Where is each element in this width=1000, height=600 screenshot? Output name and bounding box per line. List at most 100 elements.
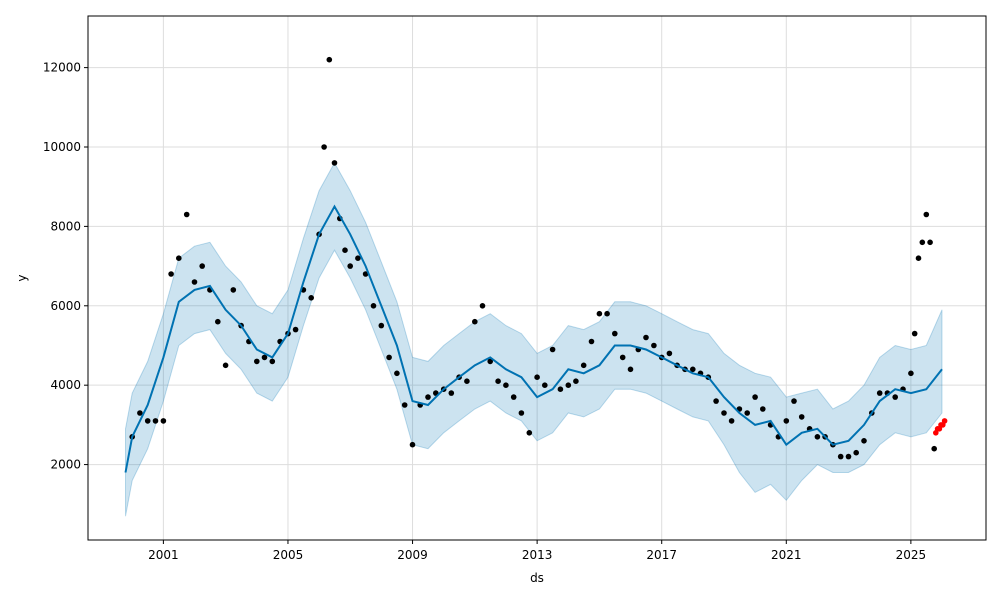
- x-tick-label: 2013: [522, 548, 553, 562]
- observed-point: [542, 382, 548, 389]
- y-axis-label: y: [15, 274, 29, 281]
- observed-point: [152, 418, 159, 424]
- observed-point: [752, 394, 758, 400]
- observed-point: [744, 410, 750, 416]
- observed-point: [394, 370, 400, 377]
- observed-point: [487, 358, 494, 365]
- observed-point: [308, 295, 315, 301]
- observed-point: [892, 394, 898, 400]
- observed-point: [331, 160, 338, 166]
- observed-point: [183, 211, 190, 218]
- observed-point: [845, 453, 852, 460]
- y-tick-label: 4000: [50, 378, 81, 392]
- observed-point: [199, 263, 205, 269]
- observed-point: [425, 394, 431, 400]
- forecast-line: [124, 204, 943, 473]
- uncertainty-band: [125, 161, 943, 517]
- x-tick-label: 2009: [397, 548, 428, 562]
- observed-point: [876, 390, 883, 396]
- grid-lines: [88, 16, 986, 540]
- observed-point: [861, 438, 867, 444]
- observed-point: [612, 330, 618, 337]
- observed-point: [503, 382, 509, 389]
- observed-point: [814, 434, 821, 440]
- observed-point: [619, 354, 626, 361]
- observed-point: [160, 418, 167, 424]
- observed-point: [230, 287, 237, 293]
- observed-point: [168, 271, 174, 277]
- observed-point: [853, 449, 859, 456]
- observed-point: [573, 378, 579, 385]
- x-tick-label: 2025: [896, 548, 927, 562]
- observed-point: [604, 310, 610, 317]
- observed-point: [347, 263, 354, 269]
- observed-point: [721, 410, 727, 416]
- x-tick-label: 2017: [646, 548, 677, 562]
- observed-point: [798, 414, 805, 420]
- observed-point: [651, 342, 657, 349]
- y-tick-label: 10000: [43, 140, 81, 154]
- observed-point: [479, 303, 486, 309]
- forecast-path: [124, 204, 943, 473]
- observed-point: [355, 255, 361, 261]
- observed-point: [261, 354, 268, 361]
- observed-point: [518, 410, 525, 416]
- observed-point: [342, 247, 348, 253]
- observed-point: [191, 279, 198, 285]
- observed-point: [137, 410, 143, 416]
- observed-point: [326, 56, 333, 63]
- observed-point: [791, 398, 797, 404]
- observed-point: [588, 338, 595, 345]
- uncertainty-area: [125, 161, 943, 517]
- observed-point: [728, 418, 735, 424]
- observed-point: [215, 318, 221, 325]
- observed-point: [448, 390, 455, 396]
- observed-point: [931, 445, 937, 452]
- observed-point: [923, 211, 930, 218]
- x-axis-ticks: 2001 2005 2009 2013 2017 2021 2025: [148, 540, 926, 562]
- observed-point: [253, 358, 260, 365]
- y-tick-label: 2000: [50, 458, 81, 472]
- observed-point: [534, 374, 540, 381]
- y-axis-ticks: 2000 4000 6000 8000 10000 12000: [43, 61, 88, 472]
- observed-point: [837, 453, 844, 460]
- observed-point: [321, 144, 327, 150]
- observed-point: [760, 406, 766, 412]
- observed-point: [409, 441, 416, 448]
- observed-point: [565, 382, 572, 389]
- observed-point: [495, 378, 501, 385]
- observed-point: [557, 386, 564, 393]
- test-points: [933, 418, 948, 436]
- observed-point: [690, 366, 696, 373]
- observed-point: [464, 378, 470, 385]
- observed-point: [176, 255, 182, 261]
- x-tick-label: 2021: [771, 548, 802, 562]
- observed-point: [510, 394, 517, 400]
- y-tick-label: 6000: [50, 299, 81, 313]
- observed-point: [927, 239, 933, 246]
- observed-point: [269, 358, 276, 365]
- observed-point: [643, 334, 649, 341]
- observed-point: [911, 330, 918, 337]
- observed-point: [783, 418, 790, 424]
- observed-point: [472, 318, 478, 325]
- observed-point: [222, 362, 229, 369]
- observed-point: [362, 271, 369, 277]
- observed-point: [378, 322, 385, 329]
- observed-point: [666, 350, 673, 357]
- x-tick-label: 2001: [148, 548, 179, 562]
- y-tick-label: 8000: [50, 219, 81, 233]
- observed-point: [370, 303, 377, 309]
- observed-point: [386, 354, 392, 361]
- observed-point: [549, 346, 556, 353]
- observed-point: [919, 239, 926, 246]
- test-point: [941, 418, 948, 424]
- observed-point: [908, 370, 914, 377]
- observed-point: [580, 362, 587, 369]
- observed-point: [713, 398, 719, 404]
- x-tick-label: 2005: [273, 548, 304, 562]
- observed-point: [526, 430, 533, 436]
- x-axis-label: ds: [530, 571, 544, 585]
- observed-point: [596, 310, 603, 317]
